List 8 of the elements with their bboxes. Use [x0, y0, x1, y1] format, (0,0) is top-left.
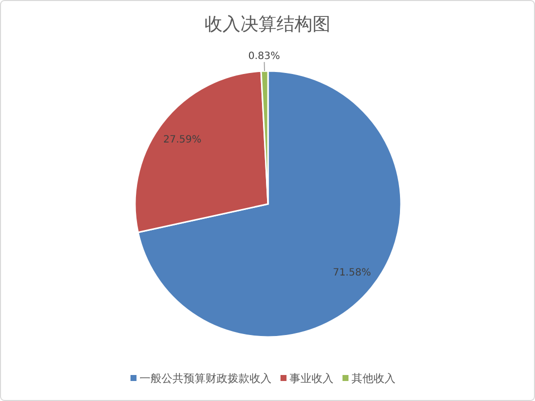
chart-title: 收入决算结构图 [204, 14, 330, 35]
pie-slice [137, 70, 402, 338]
legend-label: 其他收入 [352, 372, 396, 385]
data-label: 71.58% [332, 268, 371, 279]
legend-label: 事业收入 [290, 372, 334, 385]
data-label: 0.83% [248, 51, 280, 62]
legend-label: 一般公共预算财政拨款收入 [140, 372, 272, 385]
data-label: 27.59% [163, 134, 202, 146]
